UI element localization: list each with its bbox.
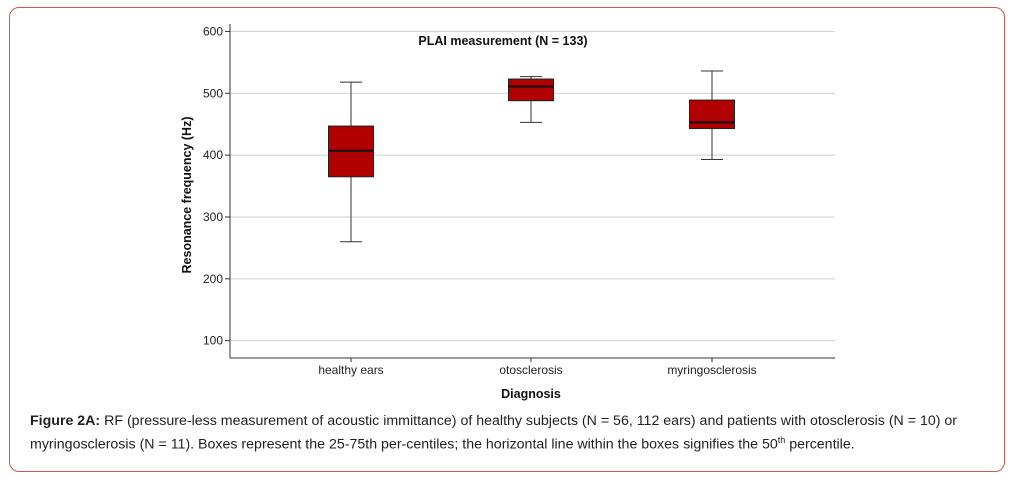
iqr-box	[689, 99, 735, 130]
box-series	[328, 70, 735, 243]
box-healthy-ears	[328, 81, 374, 243]
chart-title: PLAI measurement (N = 133)	[418, 34, 587, 48]
box-myringosclerosis	[689, 70, 735, 160]
box-otosclerosis	[508, 76, 554, 123]
x-axis-ticks: healthy ears otosclerosis myringosclerosis	[318, 358, 757, 377]
y-tick-label: 200	[203, 272, 223, 286]
boxplot-chart: 100 200 300 400 500 600 healthy ears otosclero…	[180, 24, 835, 401]
y-tick-label: 400	[203, 148, 223, 162]
y-tick-label: 300	[203, 210, 223, 224]
x-tick-label: myringosclerosis	[667, 363, 756, 377]
y-tick-label: 500	[203, 86, 223, 100]
y-tick-label: 100	[203, 334, 223, 348]
y-axis-ticks: 100 200 300 400 500 600	[203, 24, 230, 348]
figure-caption: Figure 2A: RF (pressure-less measurement…	[30, 412, 990, 455]
iqr-box	[508, 78, 554, 102]
gridlines	[230, 30, 835, 342]
caption-text: RF (pressure-less measurement of acousti…	[30, 413, 958, 453]
x-axis-label: Diagnosis	[501, 387, 561, 401]
y-tick-label: 600	[203, 24, 223, 38]
x-tick-label: otosclerosis	[499, 363, 562, 377]
y-axis-label: Resonance frequency (Hz)	[180, 117, 194, 274]
x-tick-label: healthy ears	[318, 363, 383, 377]
caption-label: Figure 2A:	[30, 413, 101, 429]
caption-superscript: th	[777, 435, 786, 445]
caption-text-end: percentile.	[785, 436, 855, 453]
figure-frame	[9, 7, 1005, 472]
